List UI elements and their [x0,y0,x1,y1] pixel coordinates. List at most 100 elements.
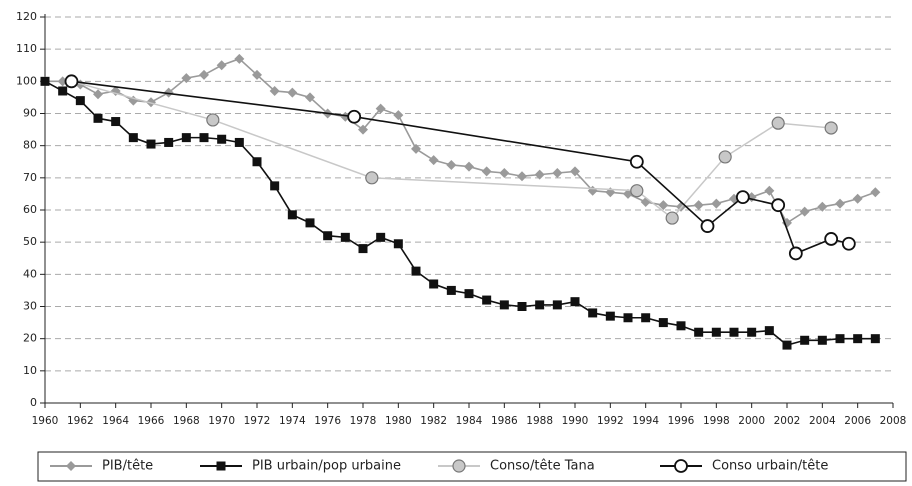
point [181,133,191,143]
point [552,168,563,179]
y-tick-label: 10 [23,364,37,377]
point [605,311,615,321]
point [446,285,456,295]
point [375,103,386,114]
point [623,313,633,323]
x-tick-label: 1960 [32,415,59,427]
legend-label: Conso/tête Tana [490,459,595,474]
point [252,69,262,80]
point [729,327,739,337]
point [824,121,838,135]
x-tick-label: 1980 [385,415,412,427]
point [216,60,227,71]
point [464,161,474,172]
point [358,124,368,135]
legend-label: PIB/tête [102,459,153,474]
point [128,133,138,143]
y-tick-label: 0 [30,396,37,409]
x-tick-label: 1972 [244,415,271,427]
point [799,206,810,217]
point [64,74,79,89]
x-tick-label: 2000 [738,415,765,427]
x-tick-label: 1990 [562,415,589,427]
point [835,198,845,209]
legend-box [37,451,907,482]
point [788,246,803,261]
series-line [71,80,850,255]
point [535,300,545,310]
point [764,185,775,196]
y-tick-label: 110 [16,42,37,55]
point [40,76,50,86]
point [234,137,244,147]
y-tick-label: 50 [23,235,37,248]
y-tick-label: 40 [23,267,37,280]
point [411,266,421,276]
point [817,201,828,212]
point [658,318,668,328]
series-line [71,80,832,220]
point [711,198,722,209]
point [694,327,704,337]
point [817,335,827,345]
point [718,150,732,164]
point [482,295,492,305]
legend-marker [452,459,466,473]
point [58,86,68,96]
y-tick-label: 80 [23,139,37,152]
point [552,300,562,310]
point [411,143,421,154]
x-tick-label: 1996 [668,415,695,427]
point [588,308,598,318]
point [641,313,651,323]
x-tick-label: 1998 [703,415,730,427]
y-tick-label: 20 [23,332,37,345]
point [771,198,786,213]
point [700,219,715,233]
point [217,134,227,144]
point [111,117,121,127]
point [629,154,644,169]
point [429,279,439,289]
point [206,113,220,127]
point [570,166,580,177]
point [287,87,298,98]
x-tick-label: 2006 [844,415,871,427]
y-tick-label: 90 [23,107,37,120]
point [252,157,262,167]
x-tick-label: 1966 [138,415,165,427]
y-tick-label: 70 [23,171,37,184]
point [163,87,174,98]
point [852,193,863,204]
point [393,239,403,249]
point [853,334,863,344]
point [771,116,785,130]
point [665,211,679,225]
x-tick-label: 1984 [456,415,483,427]
x-tick-label: 2008 [880,415,907,427]
y-tick-label: 100 [16,74,37,87]
point [782,340,792,350]
point [358,244,368,254]
y-tick-label: 30 [23,300,37,313]
point [499,168,510,179]
point [287,210,297,220]
x-tick-label: 1968 [173,415,200,427]
point [800,335,810,345]
x-tick-label: 1994 [632,415,659,427]
x-tick-label: 1962 [67,415,94,427]
y-tick-label: 60 [23,203,37,216]
point [534,169,545,180]
point [269,85,280,96]
point [658,200,669,211]
x-tick-label: 1988 [526,415,553,427]
y-tick-label: 120 [16,10,37,23]
x-tick-label: 1976 [314,415,341,427]
point [305,92,315,103]
point [340,232,350,242]
legend-marker [674,459,688,473]
point [747,327,757,337]
point [376,232,386,242]
point [464,289,474,299]
